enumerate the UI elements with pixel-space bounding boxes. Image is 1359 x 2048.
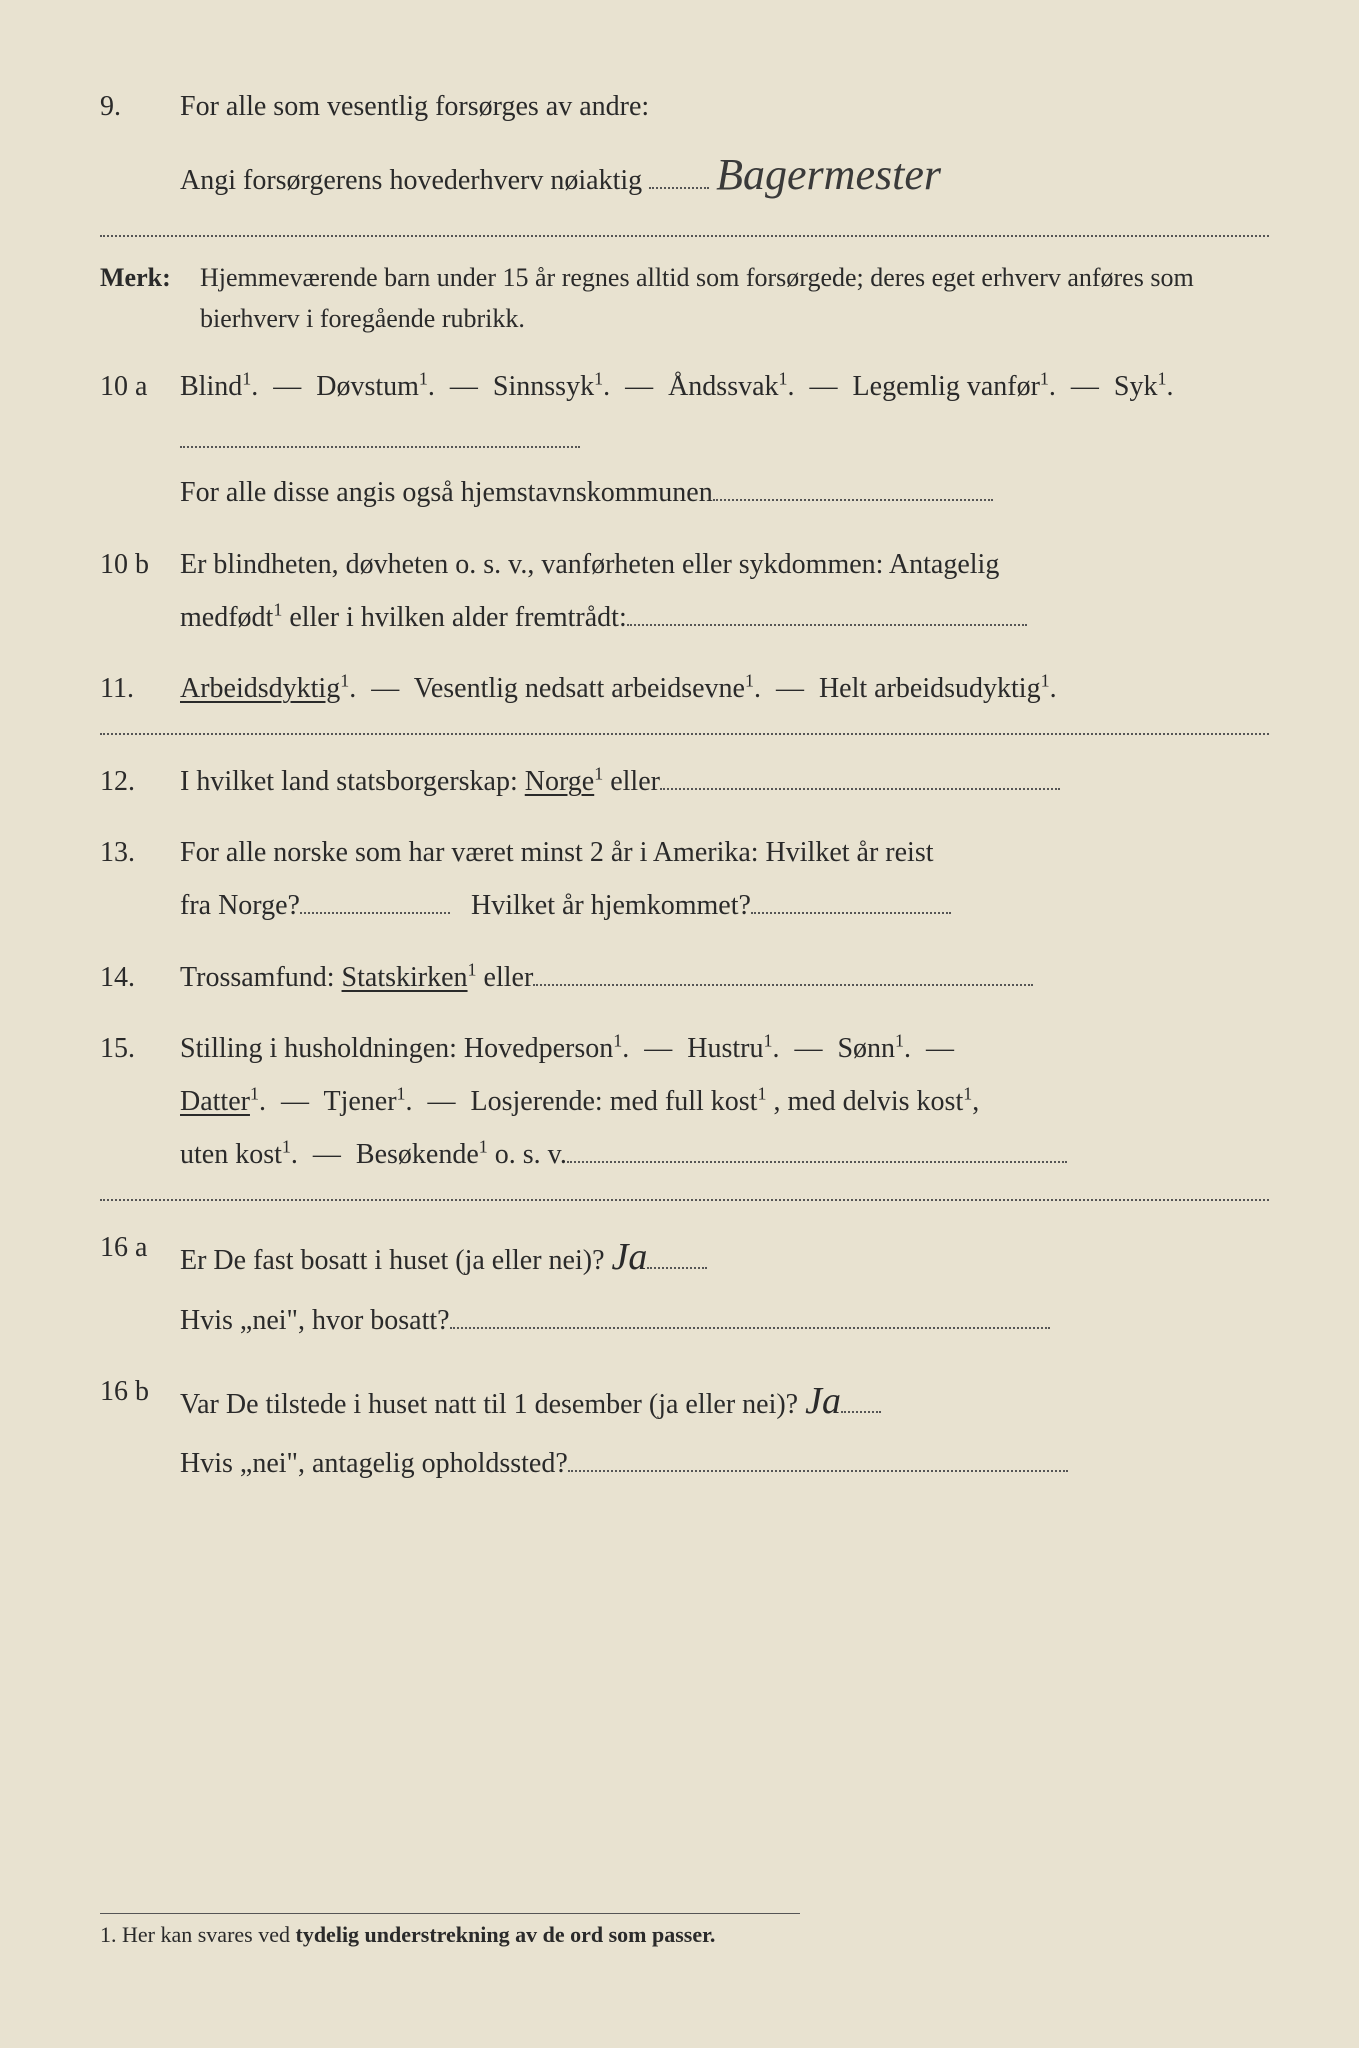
footnote: 1. Her kan svares ved tydelig understrek…: [100, 1913, 800, 1948]
q15-text: Stilling i husholdningen:: [180, 1033, 464, 1064]
census-form-page: 9. For alle som vesentlig forsørges av a…: [0, 0, 1359, 2048]
q15-osv: o. s. v.: [495, 1139, 567, 1170]
opt-tjener: Tjener: [323, 1086, 396, 1117]
q9-line2-row: Angi forsørgerens hovederhverv nøiaktig …: [180, 133, 1269, 217]
q9-content: For alle som vesentlig forsørges av andr…: [180, 80, 1269, 217]
opt-blind: Blind: [180, 371, 242, 402]
opt-norge: Norge: [525, 766, 594, 797]
q16a-content: Er De fast bosatt i huset (ja eller nei)…: [180, 1221, 1269, 1346]
opt-udyktig: Helt arbeidsudyktig: [819, 673, 1041, 704]
q9-line2: Angi forsørgerens hovederhverv nøiaktig: [180, 165, 642, 196]
question-14: 14. Trossamfund: Statskirken1 eller: [100, 951, 1269, 1004]
q16b-text2: Hvis „nei", antagelig opholdssted?: [180, 1448, 568, 1479]
question-13: 13. For alle norske som har været minst …: [100, 826, 1269, 932]
q11-number: 11.: [100, 662, 180, 715]
divider: [100, 733, 1269, 735]
q16b-line2: Hvis „nei", antagelig opholdssted?: [180, 1437, 1269, 1490]
q9-answer: Bagermester: [716, 150, 941, 199]
question-15: 15. Stilling i husholdningen: Hovedperso…: [100, 1022, 1269, 1182]
merk-text: Hjemmeværende barn under 15 år regnes al…: [200, 257, 1269, 340]
q16a-number: 16 a: [100, 1221, 180, 1346]
opt-legemlig: Legemlig vanfør: [853, 371, 1040, 402]
question-12: 12. I hvilket land statsborgerskap: Norg…: [100, 755, 1269, 808]
divider: [100, 1199, 1269, 1201]
q13-number: 13.: [100, 826, 180, 932]
q10b-content: Er blindheten, døvheten o. s. v., vanfør…: [180, 538, 1269, 644]
q10b-number: 10 b: [100, 538, 180, 644]
opt-hovedperson: Hovedperson: [464, 1033, 613, 1064]
q10a-number: 10 a: [100, 360, 180, 520]
q13-content: For alle norske som har været minst 2 år…: [180, 826, 1269, 932]
q16b-content: Var De tilstede i huset natt til 1 desem…: [180, 1365, 1269, 1490]
q14-text: Trossamfund:: [180, 962, 342, 993]
q13-text3: Hvilket år hjemkommet?: [471, 890, 751, 921]
question-10a: 10 a Blind1. — Døvstum1. — Sinnssyk1. — …: [100, 360, 1269, 520]
q16a-text2: Hvis „nei", hvor bosatt?: [180, 1305, 450, 1336]
opt-syk: Syk: [1114, 371, 1158, 402]
opt-losjerende-delvis: , med delvis kost: [773, 1086, 963, 1117]
q12-content: I hvilket land statsborgerskap: Norge1 e…: [180, 755, 1269, 808]
q10b-text3: eller i hvilken alder fremtrådt:: [289, 602, 626, 633]
opt-uten-kost: uten kost: [180, 1139, 282, 1170]
q15-content: Stilling i husholdningen: Hovedperson1. …: [180, 1022, 1269, 1182]
opt-sonn: Sønn: [837, 1033, 895, 1064]
q14-after: eller: [484, 962, 534, 993]
question-11: 11. Arbeidsdyktig1. — Vesentlig nedsatt …: [100, 662, 1269, 715]
q12-number: 12.: [100, 755, 180, 808]
q10b-line2: medfødt1 eller i hvilken alder fremtrådt…: [180, 591, 1269, 644]
q10a-line3: For alle disse angis også hjemstavnskomm…: [180, 466, 1269, 519]
question-16b: 16 b Var De tilstede i huset natt til 1 …: [100, 1365, 1269, 1490]
question-16a: 16 a Er De fast bosatt i huset (ja eller…: [100, 1221, 1269, 1346]
q10a-options: Blind1. — Døvstum1. — Sinnssyk1. — Åndss…: [180, 360, 1269, 466]
opt-datter: Datter: [180, 1086, 250, 1117]
footnote-num: 1.: [100, 1922, 117, 1947]
opt-hustru: Hustru: [687, 1033, 763, 1064]
q9-number: 9.: [100, 80, 180, 217]
q11-content: Arbeidsdyktig1. — Vesentlig nedsatt arbe…: [180, 662, 1269, 715]
q13-text2: fra Norge?: [180, 890, 300, 921]
q9-line1: For alle som vesentlig forsørges av andr…: [180, 80, 1269, 133]
q14-content: Trossamfund: Statskirken1 eller: [180, 951, 1269, 1004]
question-9: 9. For alle som vesentlig forsørges av a…: [100, 80, 1269, 217]
q13-line2: fra Norge? Hvilket år hjemkommet?: [180, 879, 1269, 932]
divider: [100, 235, 1269, 237]
q10b-line1: Er blindheten, døvheten o. s. v., vanfør…: [180, 538, 1269, 591]
q16a-line2: Hvis „nei", hvor bosatt?: [180, 1294, 1269, 1347]
opt-losjerende-full: Losjerende: med full kost: [471, 1086, 758, 1117]
opt-sinnssyk: Sinnssyk: [493, 371, 594, 402]
q10a-content: Blind1. — Døvstum1. — Sinnssyk1. — Åndss…: [180, 360, 1269, 520]
opt-statskirken: Statskirken: [342, 962, 468, 993]
q10b-medfodt: medfødt: [180, 602, 273, 633]
footnote-text: Her kan svares ved: [122, 1922, 296, 1947]
q16b-answer: Ja: [805, 1380, 841, 1422]
q16a-text1: Er De fast bosatt i huset (ja eller nei)…: [180, 1245, 605, 1276]
merk-label: Merk:: [100, 257, 200, 340]
q10a-line3-text: For alle disse angis også hjemstavnskomm…: [180, 477, 713, 508]
q12-text: I hvilket land statsborgerskap:: [180, 766, 525, 797]
opt-arbeidsdyktig: Arbeidsdyktig: [180, 673, 340, 704]
q12-after: eller: [610, 766, 660, 797]
q15-number: 15.: [100, 1022, 180, 1182]
merk-note: Merk: Hjemmeværende barn under 15 år reg…: [100, 257, 1269, 340]
q16a-line1: Er De fast bosatt i huset (ja eller nei)…: [180, 1221, 1269, 1293]
footnote-bold: tydelig understrekning av de ord som pas…: [296, 1922, 716, 1947]
q16b-line1: Var De tilstede i huset natt til 1 desem…: [180, 1365, 1269, 1437]
opt-besokende: Besøkende: [356, 1139, 479, 1170]
opt-andssvak: Åndssvak: [668, 371, 778, 402]
question-10b: 10 b Er blindheten, døvheten o. s. v., v…: [100, 538, 1269, 644]
q16b-text1: Var De tilstede i huset natt til 1 desem…: [180, 1389, 798, 1420]
opt-nedsatt: Vesentlig nedsatt arbeidsevne: [414, 673, 745, 704]
q16b-number: 16 b: [100, 1365, 180, 1490]
opt-dovstum: Døvstum: [316, 371, 419, 402]
q14-number: 14.: [100, 951, 180, 1004]
q16a-answer: Ja: [612, 1236, 648, 1278]
q13-line1: For alle norske som har været minst 2 år…: [180, 826, 1269, 879]
